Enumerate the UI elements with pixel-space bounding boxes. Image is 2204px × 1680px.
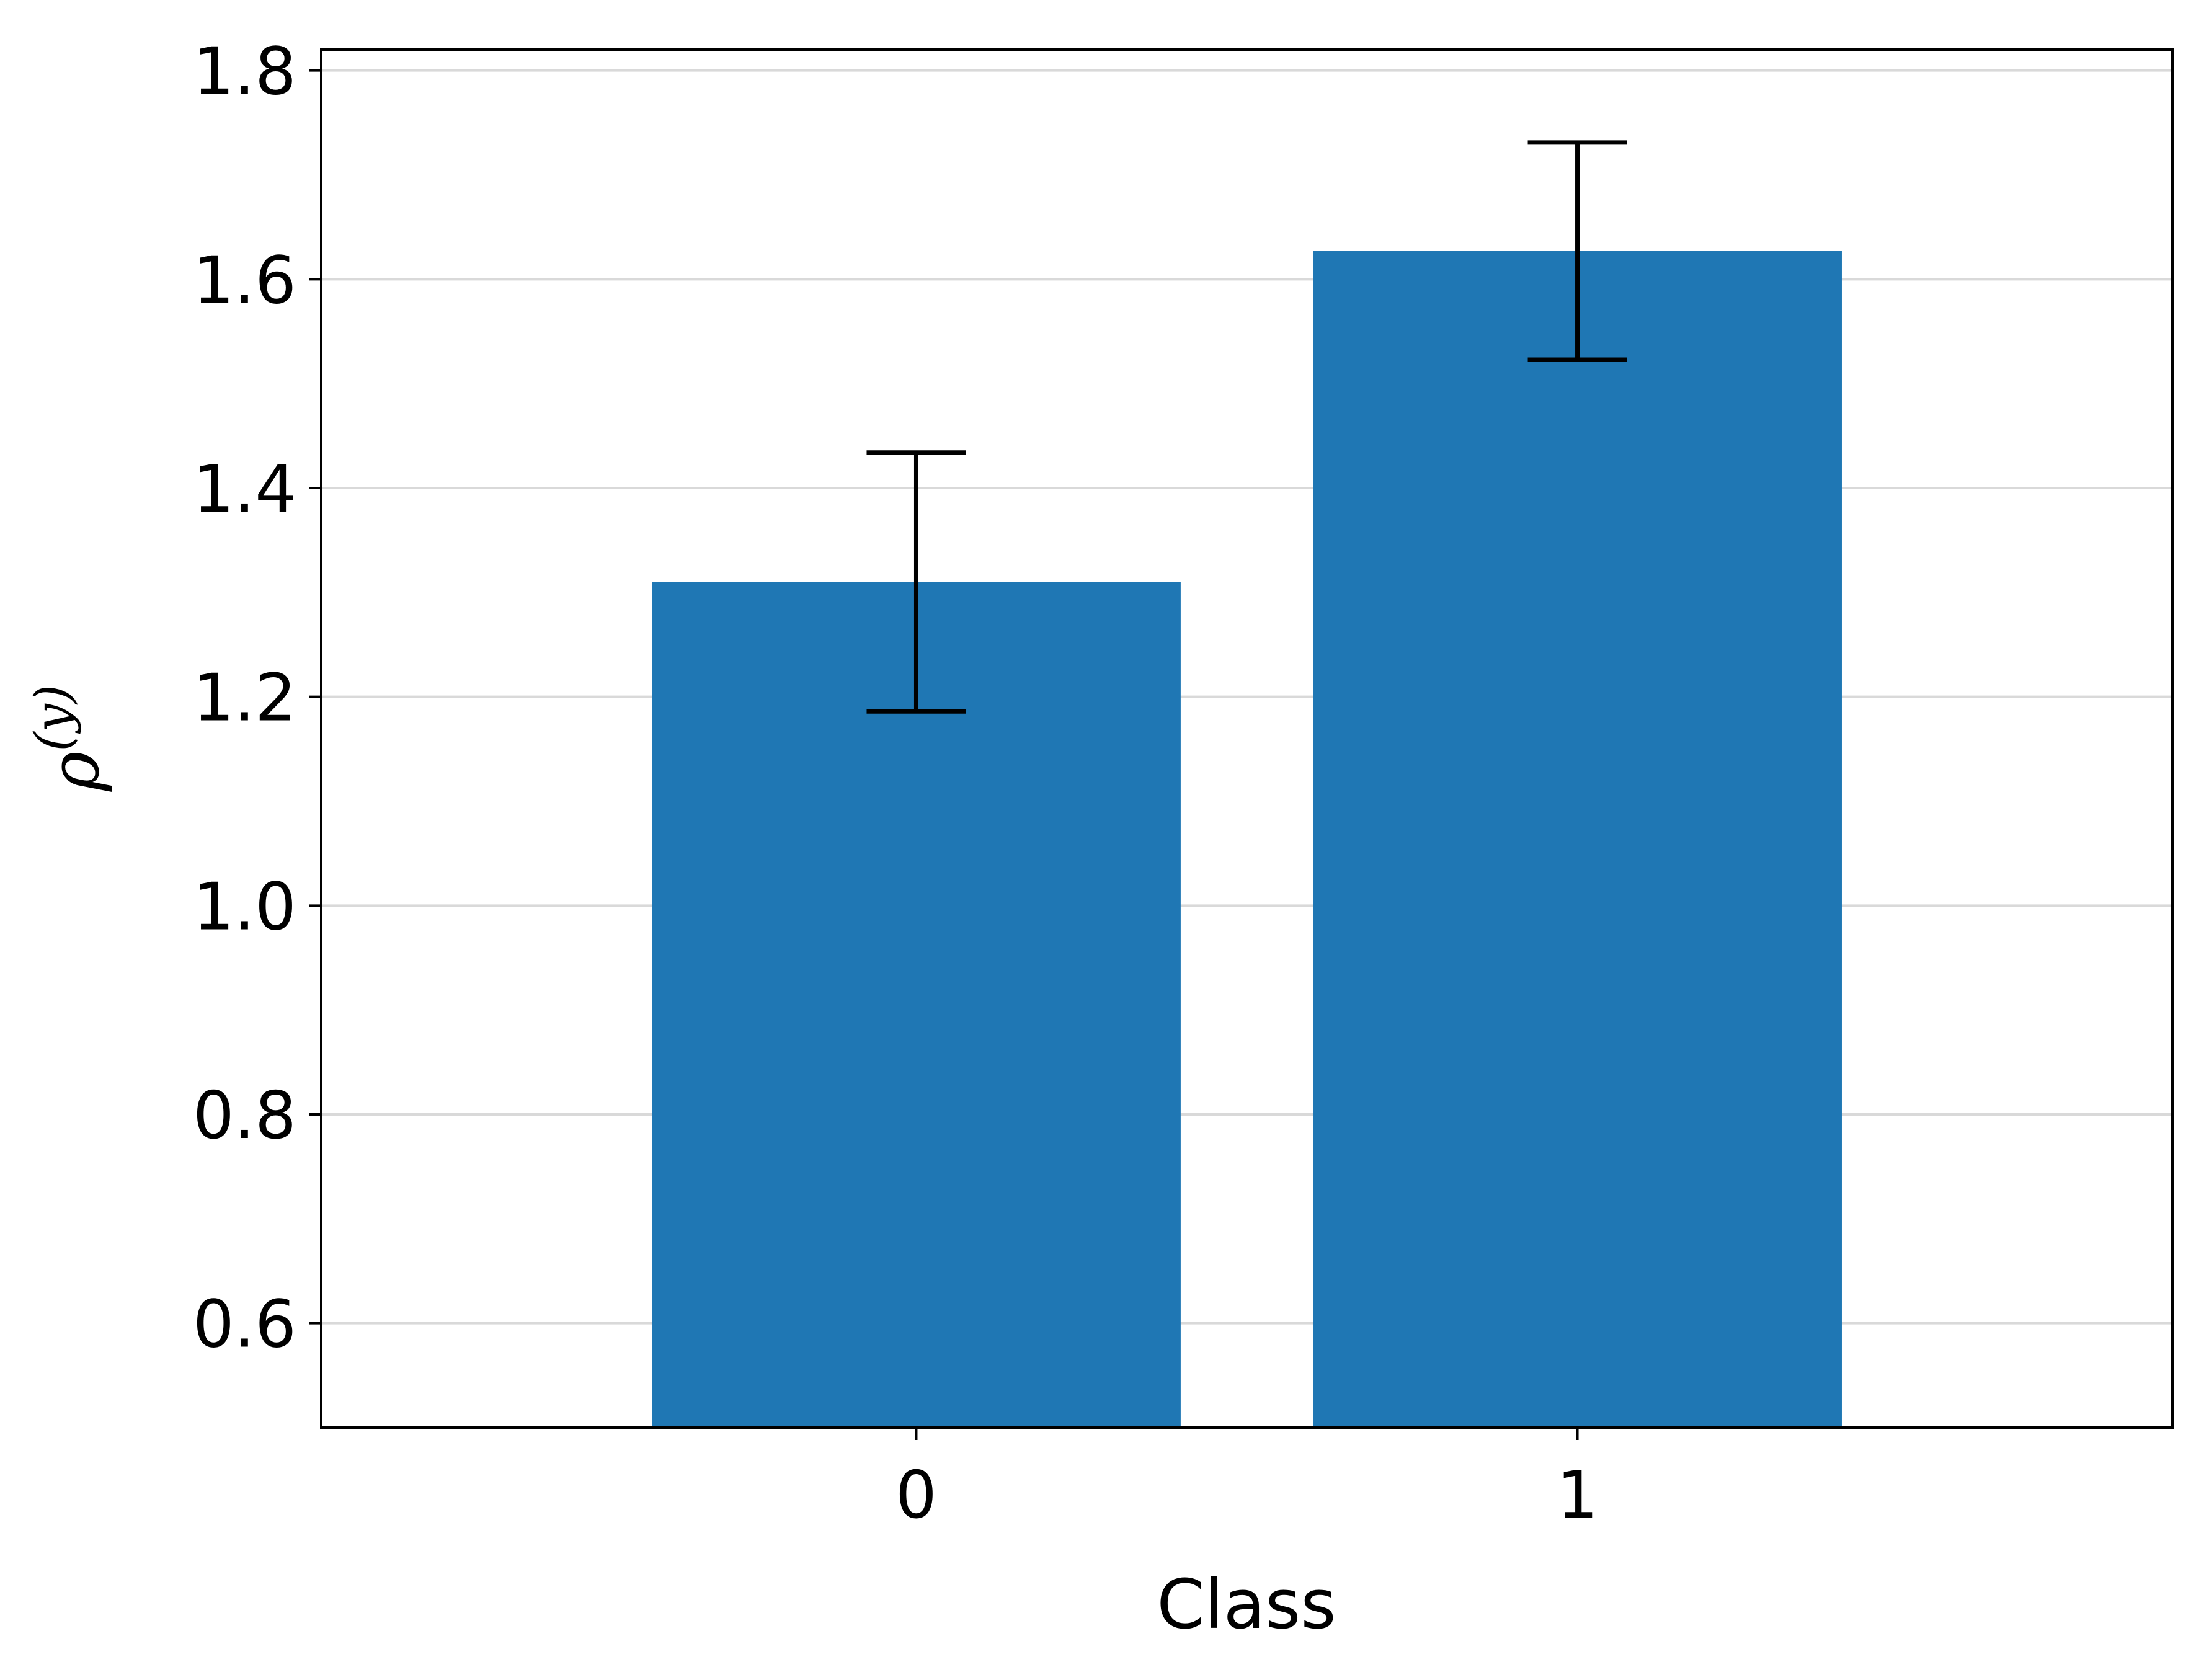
plot-background (321, 50, 2172, 1428)
x-axis-label: Class (1157, 1565, 1336, 1644)
bar-class-0 (652, 582, 1181, 1428)
y-axis-label-superscript: (y) (24, 685, 82, 752)
y-tick-label-0.6: 0.6 (193, 1287, 296, 1362)
y-tick-label-1.4: 1.4 (193, 451, 296, 527)
y-axis-label-base: ρ (35, 751, 114, 792)
y-tick-label-0.8: 0.8 (193, 1078, 296, 1153)
y-axis-ticks: 0.6 0.8 1.0 1.2 1.4 1.6 1.8 (193, 34, 321, 1362)
x-tick-label-1: 1 (1557, 1457, 1598, 1533)
y-tick-label-1.6: 1.6 (193, 242, 296, 318)
y-tick-label-1.2: 1.2 (193, 660, 296, 736)
error-bars (866, 140, 1627, 714)
y-tick-label-1.8: 1.8 (193, 34, 296, 110)
grid-lines (321, 69, 2172, 1325)
y-axis-label: ρ(y) (24, 685, 114, 792)
bars (652, 251, 1842, 1428)
x-tick-label-0: 0 (895, 1457, 937, 1533)
plot-frame (320, 48, 2174, 1429)
bar-class-1 (1313, 251, 1842, 1428)
y-tick-label-1: 1.0 (193, 869, 296, 944)
